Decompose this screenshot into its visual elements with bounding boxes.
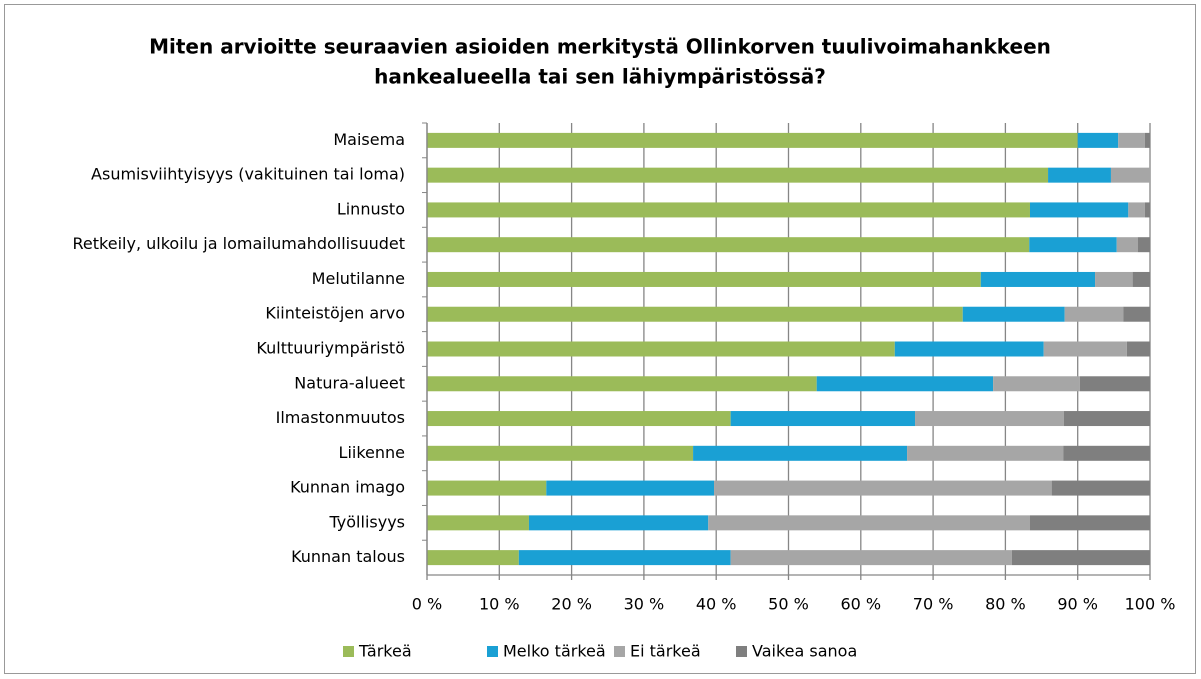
y-tick-label: Kulttuuriympäristö: [256, 339, 405, 358]
legend-label: Melko tärkeä: [503, 642, 606, 661]
bar-segment: [693, 445, 908, 461]
bar-segment: [427, 132, 1078, 148]
x-tick-label: 90 %: [1057, 595, 1098, 614]
bar-segment: [1077, 132, 1119, 148]
bar-segment: [427, 445, 694, 461]
bar-segment: [1063, 445, 1150, 461]
bar-segment: [427, 341, 895, 357]
legend-swatch: [487, 646, 498, 657]
bar-segment: [518, 550, 731, 566]
bar-segment: [427, 411, 731, 427]
x-tick-label: 100 %: [1125, 595, 1176, 614]
x-tick-label: 50 %: [768, 595, 809, 614]
bar-segment: [1048, 167, 1111, 183]
bar-segment: [1110, 167, 1150, 183]
bar-segment: [980, 271, 1096, 287]
chart-frame: [4, 4, 1196, 674]
y-tick-label: Kunnan imago: [290, 478, 405, 497]
bar-segment: [708, 515, 1030, 531]
bar-segment: [1011, 550, 1150, 566]
x-tick-label: 70 %: [913, 595, 954, 614]
bar-segment: [1051, 480, 1150, 496]
y-tick-label: Maisema: [333, 130, 405, 149]
bar-segment: [730, 550, 1012, 566]
y-tick-label: Natura-alueet: [294, 373, 405, 392]
legend-swatch: [614, 646, 625, 657]
y-tick-label: Liikenne: [339, 443, 405, 462]
y-tick-label: Työllisyys: [329, 512, 405, 531]
bar-segment: [1079, 376, 1150, 392]
bar-segment: [546, 480, 715, 496]
bar-segment: [427, 515, 529, 531]
bar-segment: [1123, 306, 1150, 322]
x-tick-label: 10 %: [479, 595, 520, 614]
bar-segment: [1029, 237, 1117, 253]
bar-segment: [993, 376, 1080, 392]
bar-segment: [730, 411, 916, 427]
bar-segment: [1126, 341, 1150, 357]
bar-segment: [1116, 237, 1138, 253]
bar-segment: [1043, 341, 1127, 357]
bar-segment: [1128, 202, 1145, 218]
bar-segment: [1144, 132, 1150, 148]
bar-segment: [427, 550, 519, 566]
y-tick-label: Kunnan talous: [291, 547, 405, 566]
bar-segment: [427, 202, 1030, 218]
bar-segment: [907, 445, 1064, 461]
bar-segment: [1118, 132, 1145, 148]
bar-segment: [1029, 202, 1129, 218]
bar-segment: [1137, 237, 1150, 253]
legend-swatch: [736, 646, 747, 657]
bar-segment: [1064, 306, 1124, 322]
x-tick-label: 80 %: [985, 595, 1026, 614]
bar-segment: [1095, 271, 1133, 287]
bar-segment: [427, 306, 963, 322]
y-tick-label: Ilmastonmuutos: [276, 408, 405, 427]
chart-title: hankealueella tai sen lähiympäristössä?: [374, 65, 826, 89]
bar-segment: [1029, 515, 1150, 531]
legend-label: Ei tärkeä: [630, 642, 701, 661]
legend-swatch: [343, 646, 354, 657]
bar-segment: [427, 376, 817, 392]
x-tick-label: 40 %: [696, 595, 737, 614]
bar-segment: [427, 271, 981, 287]
bar-segment: [427, 480, 547, 496]
bar-segment: [427, 167, 1049, 183]
bar-segment: [1144, 202, 1150, 218]
bar-segment: [816, 376, 994, 392]
y-tick-label: Asumisviihtyisyys (vakituinen tai loma): [91, 165, 405, 184]
bar-segment: [427, 237, 1030, 253]
bar-segment: [894, 341, 1044, 357]
x-tick-label: 0 %: [412, 595, 442, 614]
y-tick-label: Melutilanne: [312, 269, 405, 288]
y-tick-label: Linnusto: [337, 199, 405, 218]
y-tick-label: Kiinteistöjen arvo: [265, 304, 405, 323]
chart-title: Miten arvioitte seuraavien asioiden merk…: [149, 35, 1051, 59]
bar-segment: [714, 480, 1052, 496]
legend-label: Tärkeä: [358, 642, 412, 661]
legend-label: Vaikea sanoa: [752, 642, 857, 661]
x-tick-label: 60 %: [840, 595, 881, 614]
y-tick-label: Retkeily, ulkoilu ja lomailumahdollisuud…: [73, 234, 405, 253]
bar-segment: [915, 411, 1064, 427]
bar-segment: [1132, 271, 1150, 287]
x-tick-label: 20 %: [551, 595, 592, 614]
x-tick-label: 30 %: [624, 595, 665, 614]
bar-segment: [962, 306, 1065, 322]
bar-segment: [1063, 411, 1150, 427]
bar-segment: [528, 515, 709, 531]
